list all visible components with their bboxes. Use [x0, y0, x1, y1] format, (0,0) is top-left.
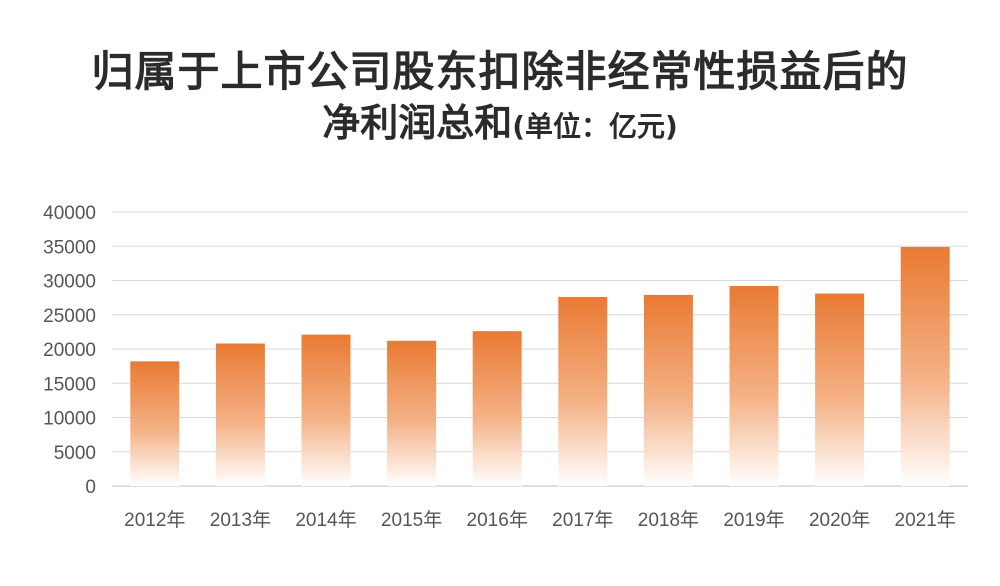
x-tick-label: 2016年 [467, 509, 528, 531]
bar [815, 293, 865, 486]
bar [558, 296, 608, 486]
bar [130, 361, 180, 486]
x-tick-label: 2015年 [381, 509, 442, 531]
y-tick-label: 20000 [43, 340, 96, 361]
bar [729, 285, 779, 486]
bar [472, 331, 522, 486]
x-tick-label: 2014年 [295, 509, 356, 531]
chart-unit: (单位：亿元) [512, 110, 678, 143]
bar [900, 246, 950, 486]
x-tick-label: 2019年 [723, 509, 784, 531]
y-tick-label: 35000 [43, 237, 96, 258]
x-tick-label: 2017年 [552, 509, 613, 531]
chart-subtitle: 净利润总和(单位：亿元) [0, 92, 1000, 147]
chart-title-line2: 净利润总和 [322, 101, 513, 145]
x-tick-label: 2018年 [638, 509, 699, 531]
y-tick-label: 10000 [43, 409, 96, 430]
x-tick-label: 2013年 [210, 509, 271, 531]
chart-title: 归属于上市公司股东扣除非经常性损益后的 [91, 47, 909, 96]
bar [643, 294, 693, 486]
y-tick-label: 40000 [43, 203, 96, 224]
x-tick-label: 2020年 [809, 509, 870, 531]
x-axis-tick-labels: 2012年 2013年 2014年 2015年 2016年 2017年 2018年 2019年… [124, 509, 956, 531]
bar [301, 334, 351, 486]
y-tick-label: 15000 [43, 374, 96, 395]
y-axis-tick-labels: 0 5000 10000 15000 20000 25000 30000 35000 40000 [43, 203, 96, 498]
x-tick-label: 2021年 [895, 509, 956, 531]
y-tick-label: 25000 [43, 306, 96, 327]
bar [387, 340, 437, 486]
x-tick-label: 2012年 [124, 509, 185, 531]
y-tick-label: 30000 [43, 272, 96, 293]
y-tick-label: 0 [85, 477, 96, 498]
bar [215, 343, 265, 486]
bars [130, 246, 950, 486]
y-tick-label: 5000 [54, 443, 96, 464]
